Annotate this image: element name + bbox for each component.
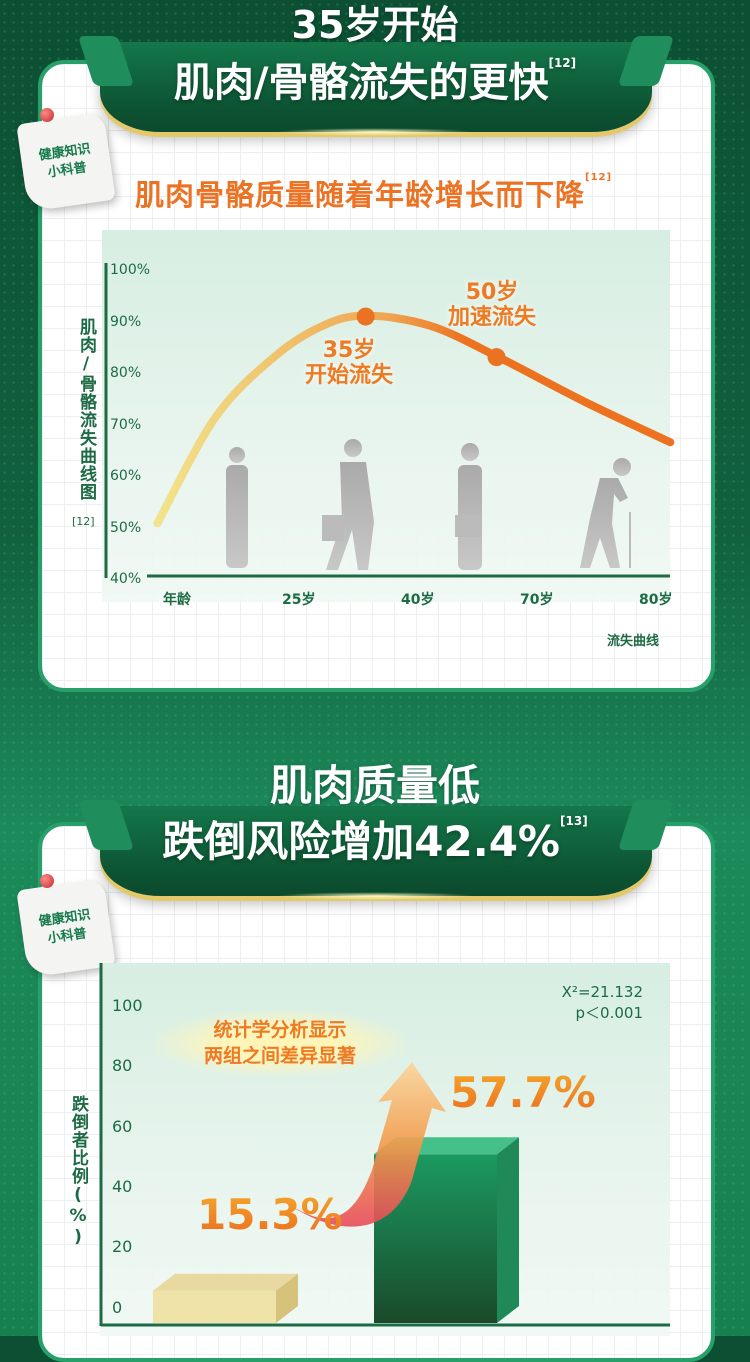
marker-annotation: 35岁 开始流失 xyxy=(305,338,393,388)
y-tick-label: 50% xyxy=(110,519,142,536)
y-tick-label: 60 xyxy=(112,1116,133,1136)
marker-text: 开始流失 xyxy=(305,363,394,388)
x-tick-label: 70岁 xyxy=(520,592,554,608)
y-tick-label: 60% xyxy=(110,468,142,484)
p-value: p＜0.001 xyxy=(575,1004,643,1022)
marker-annotation: 50岁 加速流失 xyxy=(448,280,536,330)
title-ribbon xyxy=(100,42,652,132)
bar xyxy=(153,1273,298,1323)
x-tick-label: 25岁 xyxy=(282,592,316,608)
y-tick-label: 20 xyxy=(112,1237,133,1257)
chart1-ylabel-ref: [12] xyxy=(72,515,95,528)
annotation-line1: 统计学分析显示 xyxy=(213,1019,347,1041)
chart1-panel xyxy=(102,230,670,602)
chart1-subtitle: 肌肉骨骼质量随着年龄增长而下降[12] xyxy=(135,172,612,214)
subtitle-ref: [12] xyxy=(585,172,613,183)
section1-title-line1: 35岁开始 xyxy=(291,3,459,47)
marker-text: 加速流失 xyxy=(448,305,537,330)
title-ribbon-2 xyxy=(100,806,652,896)
pin-icon xyxy=(40,108,54,122)
silhouette-young-man xyxy=(226,447,248,568)
y-tick-label: 100% xyxy=(110,262,151,278)
section1-title-line2: 肌肉/骨骼流失的更快[12] xyxy=(0,50,750,108)
chart2-ylabel: 跌倒者比例(%) xyxy=(68,1095,88,1248)
silhouette-middle-aged-man xyxy=(455,443,482,570)
section2-title-line2: 跌倒风险增加42.4%[13] xyxy=(0,808,750,869)
bar-data-label: 15.3% xyxy=(197,1190,343,1239)
y-tick-label: 70% xyxy=(110,416,142,433)
y-tick-label: 40% xyxy=(110,571,142,587)
chi-square-value: X²=21.132 xyxy=(561,983,643,1001)
ribbon-glow xyxy=(275,128,475,136)
y-tick-label: 100 xyxy=(112,996,143,1015)
y-tick-label: 80 xyxy=(112,1056,133,1076)
subtitle-text: 肌肉骨骼质量随着年龄增长而下降 xyxy=(135,178,586,212)
legend-label: 流失曲线 xyxy=(607,634,660,649)
stats-readout: X²=21.132 p＜0.001 xyxy=(562,982,643,1024)
chart1-svg xyxy=(104,263,675,641)
increase-arrow-icon xyxy=(272,1062,446,1227)
annotation-line2: 两组之间差异显著 xyxy=(203,1045,356,1067)
pin-icon xyxy=(40,874,54,888)
marker-point xyxy=(487,348,506,367)
x-tick-label: 年龄 xyxy=(163,592,191,608)
y-tick-label: 80% xyxy=(110,365,142,381)
silhouette-elderly-man-cane xyxy=(580,458,631,568)
title-ref: [12] xyxy=(548,56,577,70)
significance-annotation: 统计学分析显示 两组之间差异显著 xyxy=(155,1010,405,1076)
marker-point xyxy=(356,307,375,326)
x-tick-label: 40岁 xyxy=(401,592,435,608)
title-ref: [13] xyxy=(560,814,588,828)
bar xyxy=(374,1137,519,1323)
title-text: 跌倒风险增加42.4% xyxy=(162,817,561,866)
chart1-ylabel: 肌肉/骨骼流失曲线图 xyxy=(76,318,96,501)
ribbon-glow-2 xyxy=(275,892,475,900)
y-tick-label: 90% xyxy=(110,313,142,330)
section2-title-line1: 肌肉质量低 xyxy=(269,761,480,810)
silhouette-walking-man xyxy=(322,439,374,570)
x-tick-label: 80岁 xyxy=(639,592,673,608)
y-tick-label: 0 xyxy=(112,1297,123,1317)
bar-data-label: 57.7% xyxy=(450,1068,596,1117)
y-tick-label: 40 xyxy=(112,1176,133,1196)
marker-age: 50岁 xyxy=(465,280,519,305)
marker-age: 35岁 xyxy=(322,338,376,363)
title-text: 肌肉/骨骼流失的更快 xyxy=(173,60,549,106)
